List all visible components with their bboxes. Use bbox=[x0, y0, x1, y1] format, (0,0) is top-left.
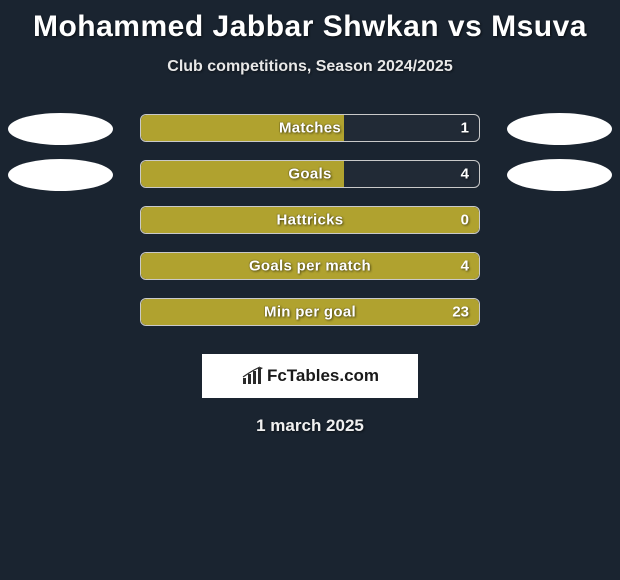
player-avatar-left bbox=[8, 113, 113, 145]
stat-value: 4 bbox=[461, 258, 469, 275]
stat-row: Matches1 bbox=[0, 106, 620, 152]
stat-bar: Goals per match4 bbox=[140, 252, 480, 280]
player-avatar-right bbox=[507, 159, 612, 191]
stat-label: Min per goal bbox=[141, 304, 479, 321]
stat-label: Hattricks bbox=[141, 212, 479, 229]
date-label: 1 march 2025 bbox=[0, 416, 620, 436]
stat-bar: Goals4 bbox=[140, 160, 480, 188]
player-avatar-right bbox=[507, 113, 612, 145]
stat-bar: Matches1 bbox=[140, 114, 480, 142]
chart-icon bbox=[241, 366, 263, 386]
stats-area: Matches1Goals4Hattricks0Goals per match4… bbox=[0, 106, 620, 336]
stat-label: Goals per match bbox=[141, 258, 479, 275]
stat-row: Min per goal23 bbox=[0, 290, 620, 336]
stat-value: 1 bbox=[461, 120, 469, 137]
stat-bar: Min per goal23 bbox=[140, 298, 480, 326]
stat-value: 0 bbox=[461, 212, 469, 229]
stat-label: Matches bbox=[141, 120, 479, 137]
brand-badge[interactable]: FcTables.com bbox=[202, 354, 418, 398]
player-avatar-left bbox=[8, 159, 113, 191]
stat-row: Goals per match4 bbox=[0, 244, 620, 290]
stat-value: 23 bbox=[452, 304, 469, 321]
subtitle: Club competitions, Season 2024/2025 bbox=[0, 58, 620, 76]
stat-row: Goals4 bbox=[0, 152, 620, 198]
comparison-card: Mohammed Jabbar Shwkan vs Msuva Club com… bbox=[0, 0, 620, 580]
brand-text: FcTables.com bbox=[267, 366, 379, 386]
stat-row: Hattricks0 bbox=[0, 198, 620, 244]
stat-bar: Hattricks0 bbox=[140, 206, 480, 234]
stat-label: Goals bbox=[141, 166, 479, 183]
page-title: Mohammed Jabbar Shwkan vs Msuva bbox=[0, 0, 620, 44]
stat-value: 4 bbox=[461, 166, 469, 183]
